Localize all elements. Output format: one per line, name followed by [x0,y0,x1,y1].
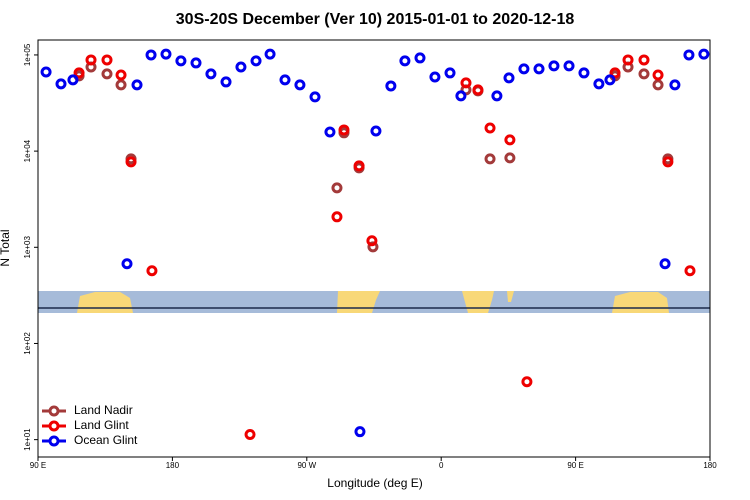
point [67,74,79,86]
point [190,57,202,69]
point [101,54,113,66]
y-tick-label: 1e+02 [23,332,32,355]
point [604,74,616,86]
point [414,52,426,64]
legend-label: Land Nadir [74,403,133,417]
point [40,66,52,78]
point [115,79,127,91]
point [503,72,515,84]
x-tick-label: 180 [166,461,180,470]
x-tick-label: 90 E [30,461,46,470]
point [662,156,674,168]
point [367,241,379,253]
point [353,160,365,172]
plot-frame [37,39,711,458]
legend-marker [48,405,60,417]
point [472,84,484,96]
y-axis-label: N Total [0,229,12,266]
point [324,126,336,138]
point [622,54,634,66]
point [504,134,516,146]
point [684,265,696,277]
point [370,125,382,137]
point [331,182,343,194]
x-tick-label: 90 W [297,461,316,470]
point [484,153,496,165]
point [683,49,695,61]
point [698,48,710,60]
point [669,79,681,91]
point [73,67,85,79]
y-tick-label: 1e+03 [23,236,32,259]
point [366,235,378,247]
point [250,55,262,67]
point [354,426,366,438]
point [338,124,350,136]
point [460,77,472,89]
point [533,63,545,75]
point [578,67,590,79]
point [455,90,467,102]
point [145,49,157,61]
point [638,54,650,66]
y-tick-label: 1e+01 [23,428,32,451]
legend-marker [48,420,60,432]
point [429,71,441,83]
legend-label: Land Glint [74,418,129,432]
point [652,79,664,91]
legend-label: Ocean Glint [74,433,138,447]
legend-marker [48,435,60,447]
point [121,258,133,270]
point [205,68,217,80]
point [609,67,621,79]
point [484,122,496,134]
point [385,80,397,92]
point [652,69,664,81]
point [593,78,605,90]
point [279,74,291,86]
point [220,76,232,88]
point [638,68,650,80]
point [85,54,97,66]
x-tick-label: 0 [439,461,444,470]
point [563,60,575,72]
point [131,79,143,91]
point [115,69,127,81]
land [612,292,669,313]
land [507,291,514,302]
point [491,90,503,102]
x-axis-label: Longitude (deg E) [327,476,422,490]
point [331,211,343,223]
y-tick-label: 1e+04 [23,139,32,162]
point [504,152,516,164]
point [294,79,306,91]
point [264,48,276,60]
point [101,68,113,80]
chart-title: 30S-20S December (Ver 10) 2015-01-01 to … [176,11,575,28]
point [548,60,560,72]
point [146,265,158,277]
point [244,429,256,441]
point [309,91,321,103]
y-tick-label: 1e+05 [23,43,32,66]
x-tick-label: 180 [703,461,717,470]
point [55,78,67,90]
point [235,61,247,73]
point [399,55,411,67]
point [659,258,671,270]
point [518,63,530,75]
land [77,292,133,313]
map-strip [38,291,710,313]
point [444,67,456,79]
point [521,376,533,388]
x-tick-label: 90 E [567,461,583,470]
point [175,55,187,67]
point [160,48,172,60]
point [125,156,137,168]
